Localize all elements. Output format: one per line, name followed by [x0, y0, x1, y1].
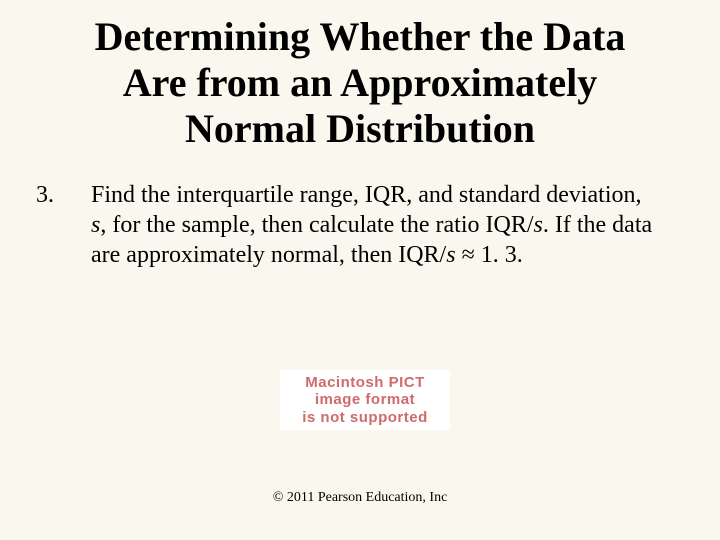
- slide-title: Determining Whether the Data Are from an…: [0, 0, 720, 152]
- text-seg-2-italic: s: [91, 212, 100, 238]
- image-placeholder: Macintosh PICT image format is not suppo…: [280, 370, 450, 430]
- slide: Determining Whether the Data Are from an…: [0, 0, 720, 540]
- copyright-footer: © 2011 Pearson Education, Inc: [0, 490, 720, 506]
- text-seg-3: , for the sample, then calculate the rat…: [100, 212, 533, 238]
- text-seg-1: Find the interquartile range, IQR, and s…: [91, 182, 642, 208]
- placeholder-line-3: is not supported: [302, 409, 428, 426]
- text-seg-4-italic: s: [534, 212, 543, 238]
- text-seg-7: ≈ 1. 3.: [456, 242, 523, 268]
- list-number: 3.: [30, 180, 91, 270]
- list-text: Find the interquartile range, IQR, and s…: [91, 180, 660, 270]
- body-list-item: 3. Find the interquartile range, IQR, an…: [0, 152, 720, 270]
- title-line-2: Are from an Approximately: [123, 60, 597, 105]
- title-line-1: Determining Whether the Data: [95, 14, 626, 59]
- text-seg-6-italic: s: [446, 242, 455, 268]
- title-line-3: Normal Distribution: [185, 106, 535, 151]
- placeholder-line-1: Macintosh PICT: [305, 374, 425, 391]
- placeholder-line-2: image format: [315, 391, 415, 408]
